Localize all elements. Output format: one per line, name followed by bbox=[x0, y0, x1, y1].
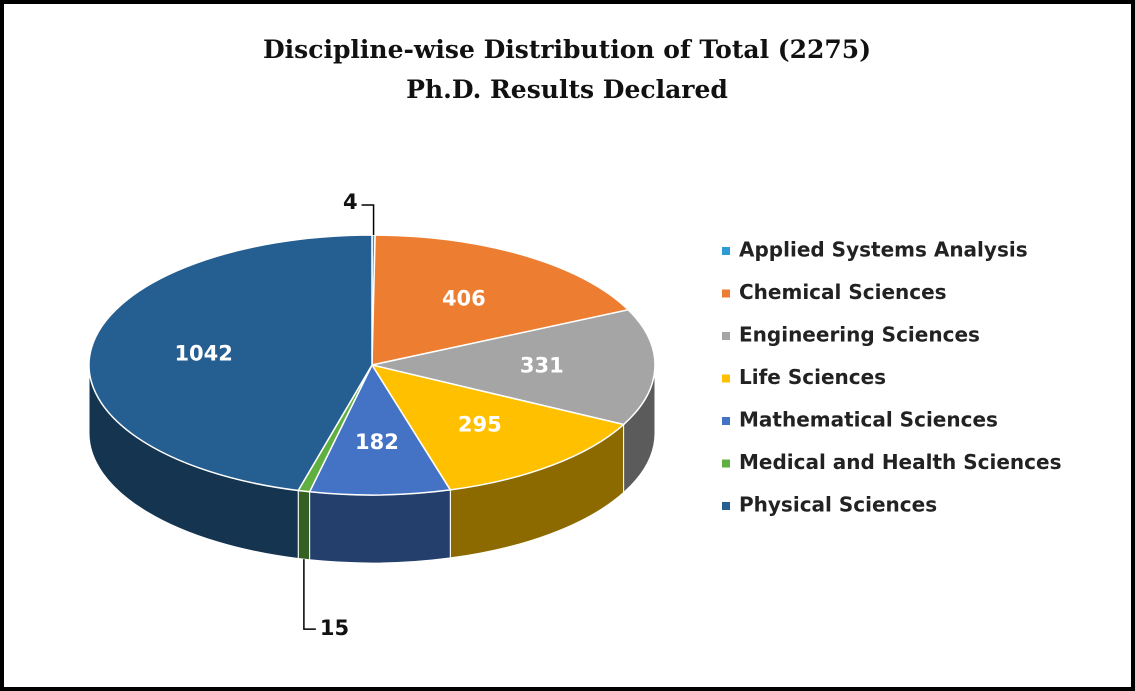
leader-line bbox=[361, 204, 375, 236]
legend-swatch bbox=[722, 459, 730, 468]
data-label: 331 bbox=[520, 353, 564, 377]
legend-swatch bbox=[722, 332, 730, 340]
chart-title: Ph.D. Results Declared bbox=[406, 75, 728, 104]
chart-title: Discipline-wise Distribution of Total (2… bbox=[263, 35, 871, 64]
legend-swatch bbox=[722, 374, 730, 383]
legend-label: Mathematical Sciences bbox=[739, 408, 998, 432]
data-label: 295 bbox=[458, 412, 502, 436]
legend-swatch bbox=[722, 417, 730, 425]
data-label: 406 bbox=[442, 286, 486, 310]
pie-slice bbox=[370, 363, 626, 491]
pie-slice bbox=[371, 234, 630, 366]
legend-label: Medical and Health Sciences bbox=[739, 450, 1061, 474]
legend-label: Engineering Sciences bbox=[739, 323, 980, 347]
legend-label: Applied Systems Analysis bbox=[739, 238, 1028, 262]
legend-swatch bbox=[722, 247, 730, 255]
pie-side bbox=[309, 489, 451, 564]
data-label: 1042 bbox=[174, 342, 232, 366]
legend-swatch bbox=[722, 289, 730, 298]
leader-line bbox=[303, 559, 316, 630]
legend-label: Chemical Sciences bbox=[739, 280, 947, 304]
data-label: 182 bbox=[355, 430, 399, 454]
data-label: 4 bbox=[343, 190, 358, 214]
legend-label: Physical Sciences bbox=[739, 493, 937, 517]
legend-label: Life Sciences bbox=[739, 365, 886, 389]
pie-slice bbox=[88, 234, 373, 492]
pie-slice bbox=[371, 308, 656, 426]
legend-swatch bbox=[722, 502, 730, 510]
pie-slice bbox=[308, 363, 452, 496]
pie-side bbox=[297, 489, 311, 561]
data-label: 15 bbox=[320, 616, 349, 640]
